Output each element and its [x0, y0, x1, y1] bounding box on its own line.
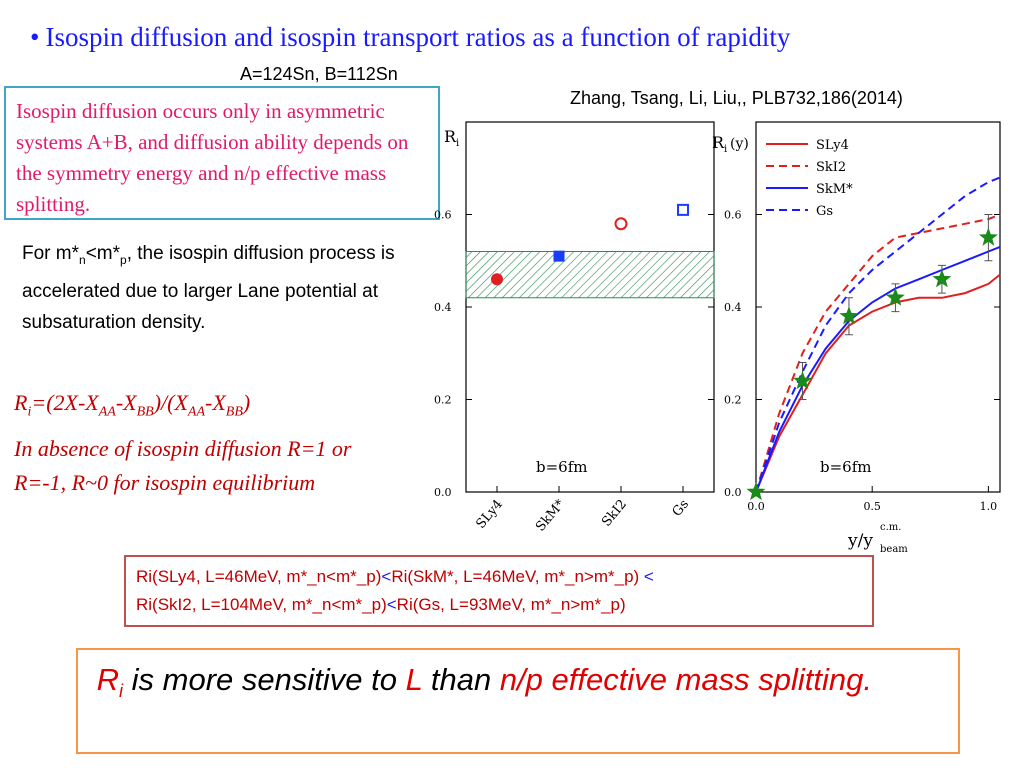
formula-sub4: BB [225, 404, 243, 420]
panel2-annotation: b=6fm [820, 458, 872, 476]
title-text: Isospin diffusion and isospin transport … [45, 22, 791, 52]
formula-part2: -X [115, 390, 137, 415]
reference-citation: Zhang, Tsang, Li, Liu,, PLB732,186(2014) [570, 88, 903, 108]
effmass-post: , the isospin diffusion process is accel… [22, 243, 395, 333]
panel1-point [491, 273, 503, 286]
ordering-lt2: < [639, 567, 654, 586]
panel2-frame [755, 121, 1001, 493]
ordering-gs: Ri(Gs, L=93MeV, m*_n>m*_p) [396, 595, 626, 614]
panel2-ytick-label: 0.6 [724, 209, 742, 222]
panel2-xlabel-sup: c.m. [880, 522, 901, 533]
panel2-legend-label: SLy4 [816, 138, 849, 153]
panel1-category-label: SLy4 [473, 497, 506, 532]
panel1-category-label: Gs [670, 497, 692, 520]
panel2-experimental-star [932, 269, 952, 288]
formula-sub1: AA [98, 404, 116, 420]
formula-part5: ) [242, 390, 251, 415]
panel1-point [677, 203, 689, 216]
panel1-category-label: SkI2 [599, 497, 630, 530]
panel2-xtick-label: 1.0 [980, 500, 998, 513]
panel2-legend-label: SkI2 [816, 160, 846, 175]
absence-text: In absence of isospin diffusion R=1 or R… [14, 436, 352, 495]
panel2-ylabel-suffix: (y) [730, 136, 749, 152]
diffusion-textbox: Isospin diffusion occurs only in asymmet… [4, 86, 440, 220]
slide-title: • Isospin diffusion and isospin transport… [30, 22, 790, 53]
panel2-xlabel-sub: beam [880, 544, 908, 555]
effective-mass-text: For m*n<m*p, the isospin diffusion proce… [22, 238, 402, 338]
formula-part4: -X [205, 390, 226, 415]
panel2-ytick-label: 0.4 [724, 301, 742, 314]
panel2-experimental-star [885, 287, 905, 306]
ordering-lt1: < [381, 567, 392, 586]
conclusion-text1: is more sensitive to [123, 662, 406, 697]
title-bullet: • [30, 22, 40, 52]
ri-formula: Ri=(2X-XAA-XBB)/(XAA-XBB) [14, 390, 250, 420]
ordering-sly4: Ri(SLy4, L=46MeV, m*_n<m*_p) [136, 567, 382, 586]
panel1-ytick-label: 0.4 [434, 301, 452, 314]
formula-r: R [14, 390, 28, 415]
panel2-ylabel-sub: i [724, 144, 727, 155]
panel2-experimental-star [746, 482, 766, 501]
conclusion-box: Ri is more sensitive to L than n/p effec… [76, 648, 960, 754]
panel2-xlabel: y/y [847, 531, 873, 551]
effmass-mid: <m* [85, 243, 121, 264]
panel1-ytick-label: 0.2 [434, 394, 452, 407]
formula-part1: =(2X-X [31, 390, 99, 415]
panel2-series-line [755, 245, 1001, 493]
formula-sub2: BB [136, 404, 154, 420]
panel1-ylabel-sub: i [456, 138, 459, 149]
conclusion-r-sub: i [119, 681, 124, 702]
panel2-experimental-star [839, 306, 859, 325]
ordering-ski2: Ri(SkI2, L=104MeV, m*_n<m*_p) [136, 595, 387, 614]
ordering-textbox: Ri(SLy4, L=46MeV, m*_n<m*_p)<Ri(SkM*, L=… [124, 555, 874, 627]
panel1-ylabel: R [444, 127, 457, 146]
panel1-annotation: b=6fm [536, 458, 588, 476]
panel2-legend-label: Gs [816, 204, 833, 219]
ordering-skm: Ri(SkM*, L=46MeV, m*_n>m*_p) [391, 567, 640, 586]
conclusion-text2: than [422, 662, 500, 697]
formula-r-sub: i [27, 404, 32, 420]
panel2-legend-label: SkM* [816, 182, 853, 197]
panel2-ytick-label: 0.2 [724, 394, 742, 407]
effmass-sub-n: n [79, 252, 86, 267]
panel1-point [553, 250, 565, 262]
panel1-ytick-label: 0.6 [434, 209, 452, 222]
conclusion-l: L [405, 662, 423, 697]
effmass-sub-p: p [120, 252, 127, 267]
panel2-ytick-label: 0.0 [724, 486, 742, 499]
effmass-pre: For m* [22, 243, 79, 264]
panel1-ytick-label: 0.0 [434, 486, 452, 499]
formula-sub3: AA [187, 404, 206, 420]
panel2-experimental-star [978, 227, 998, 246]
ordering-lt3: < [386, 595, 397, 614]
panel2-experimental-star [793, 371, 812, 390]
formula-part3: )/(X [153, 390, 188, 415]
panel2-series-line [755, 213, 1001, 493]
figure: 0.0 0.2 0.4 0.6 SLy4 SkM* SkI2 Gs R i b=6fm 0.0 0.2 0… [434, 121, 1001, 555]
panel1-point [614, 217, 628, 231]
panel1-frame [465, 121, 715, 493]
panel2-series-line [755, 273, 1001, 493]
conclusion-r: R [96, 662, 120, 697]
panel2-ylabel: R [712, 133, 725, 152]
system-label: A=124Sn, B=112Sn [240, 64, 398, 84]
panel1-category-label: SkM* [533, 497, 568, 535]
panel2-xtick-label: 0.0 [747, 500, 765, 513]
conclusion-text3: n/p effective mass splitting. [499, 662, 872, 697]
panel1-experimental-band [465, 251, 715, 299]
panel2-xtick-label: 0.5 [863, 500, 881, 513]
